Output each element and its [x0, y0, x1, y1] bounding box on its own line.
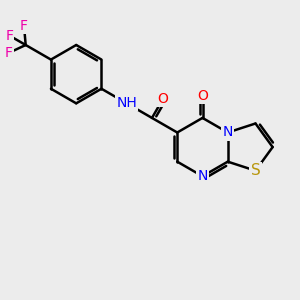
Text: O: O: [197, 89, 208, 103]
Text: F: F: [20, 19, 28, 33]
Text: F: F: [5, 28, 13, 43]
Text: O: O: [158, 92, 168, 106]
Text: N: N: [197, 169, 208, 183]
Text: S: S: [250, 163, 260, 178]
Text: F: F: [4, 46, 13, 60]
Text: NH: NH: [116, 96, 137, 110]
Text: N: N: [223, 125, 233, 140]
